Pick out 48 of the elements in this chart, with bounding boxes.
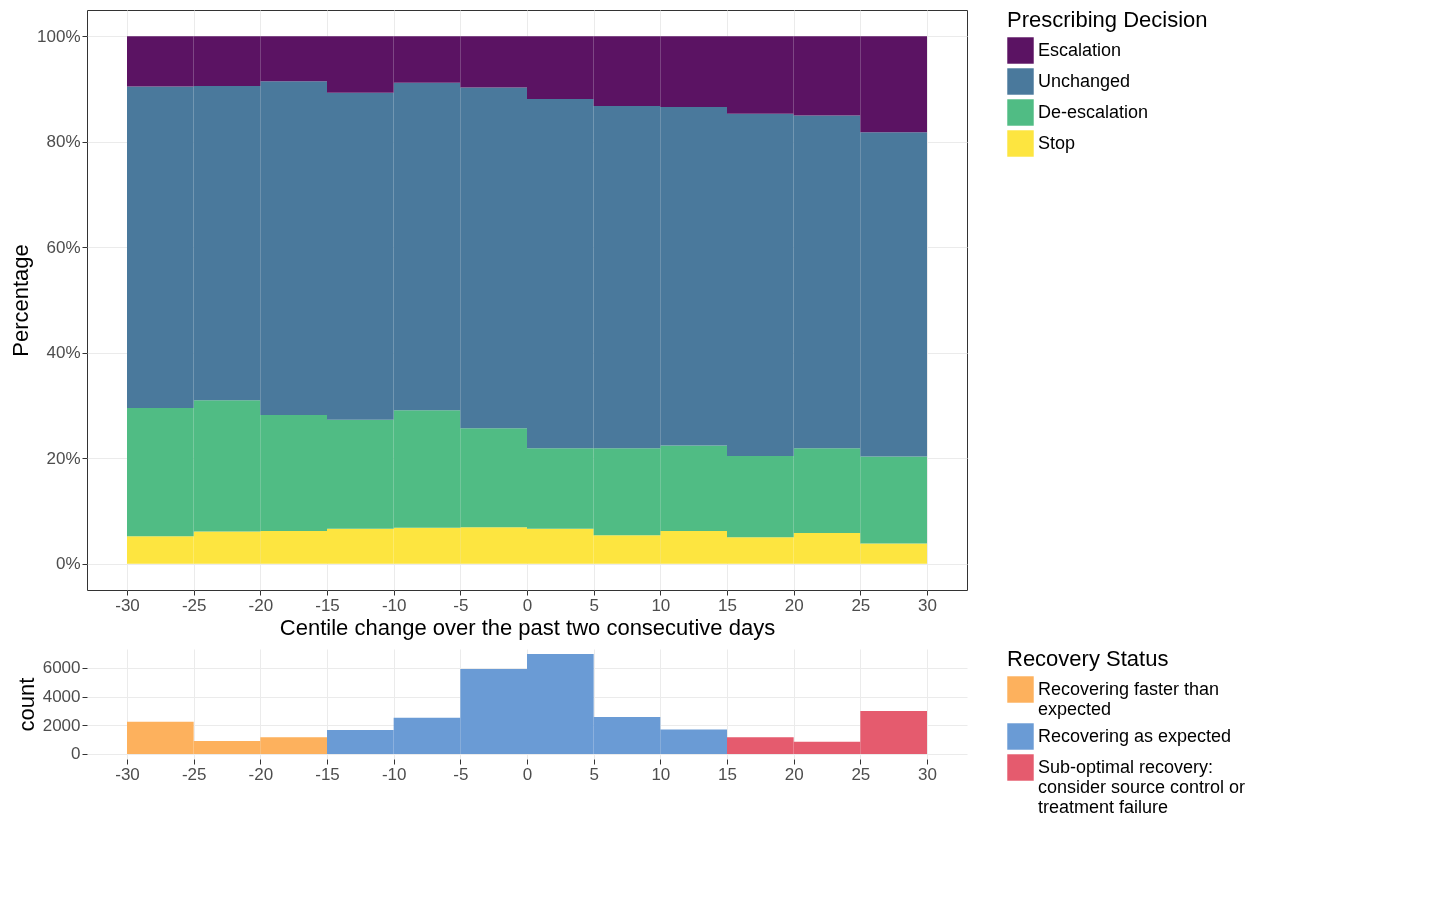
y-tick-label: 0% xyxy=(55,554,81,574)
x-tick-label: 15 xyxy=(718,764,737,784)
x-tick-label: 30 xyxy=(918,764,937,784)
x-tick-label: 25 xyxy=(851,764,871,784)
legend-label: Escalation xyxy=(1038,39,1122,60)
y-tick-label: 4000 xyxy=(42,687,81,707)
x-tick-label: -20 xyxy=(248,764,274,784)
y-tick-label: 40% xyxy=(46,343,81,363)
y-axis-title: count xyxy=(13,677,39,732)
x-tick-label: 5 xyxy=(589,764,599,784)
y-tick-label: 2000 xyxy=(42,715,81,735)
x-tick-label: 20 xyxy=(784,595,804,615)
legend-title: Recovery Status xyxy=(1007,646,1169,671)
x-tick-label: -15 xyxy=(315,595,340,615)
y-tick-label: 60% xyxy=(46,237,81,257)
legend-label: Recovering faster than expected xyxy=(1038,678,1220,719)
y-tick-label: 80% xyxy=(46,132,81,152)
x-axis-title: Centile change over the past two consecutive days xyxy=(279,614,776,640)
x-tick-label: 30 xyxy=(918,595,937,615)
x-tick-label: -10 xyxy=(381,595,407,615)
x-tick-label: 15 xyxy=(718,595,737,615)
x-tick-label: -10 xyxy=(381,764,407,784)
legend-label: Recovering as expected xyxy=(1038,725,1232,746)
x-tick-label: 10 xyxy=(651,764,671,784)
y-tick-label: 20% xyxy=(46,448,81,468)
y-axis-title: Percentage xyxy=(8,244,34,357)
y-tick-label: 100% xyxy=(37,26,81,46)
x-tick-label: -5 xyxy=(453,764,469,784)
x-tick-label: -30 xyxy=(115,764,140,784)
x-tick-label: -15 xyxy=(315,764,340,784)
y-tick-label: 6000 xyxy=(42,658,81,678)
x-tick-label: 10 xyxy=(651,595,671,615)
x-tick-label: -30 xyxy=(115,595,140,615)
x-tick-label: 25 xyxy=(851,595,871,615)
x-tick-label: -5 xyxy=(453,595,469,615)
x-tick-label: 20 xyxy=(784,764,804,784)
x-tick-label: -20 xyxy=(248,595,274,615)
legend-label: Unchanged xyxy=(1038,70,1131,91)
y-tick-label: 0 xyxy=(71,744,81,764)
legend-label: De-escalation xyxy=(1038,101,1149,122)
x-tick-label: 0 xyxy=(522,595,533,615)
legend-label: Sub-optimal recovery: consider source control or treatment failure xyxy=(1038,756,1246,817)
x-tick-label: 0 xyxy=(522,764,533,784)
legend-label: Stop xyxy=(1038,132,1076,153)
legend-title: Prescribing Decision xyxy=(1007,7,1208,32)
x-tick-label: 5 xyxy=(589,595,599,615)
x-tick-label: -25 xyxy=(181,595,207,615)
x-tick-label: -25 xyxy=(181,764,207,784)
